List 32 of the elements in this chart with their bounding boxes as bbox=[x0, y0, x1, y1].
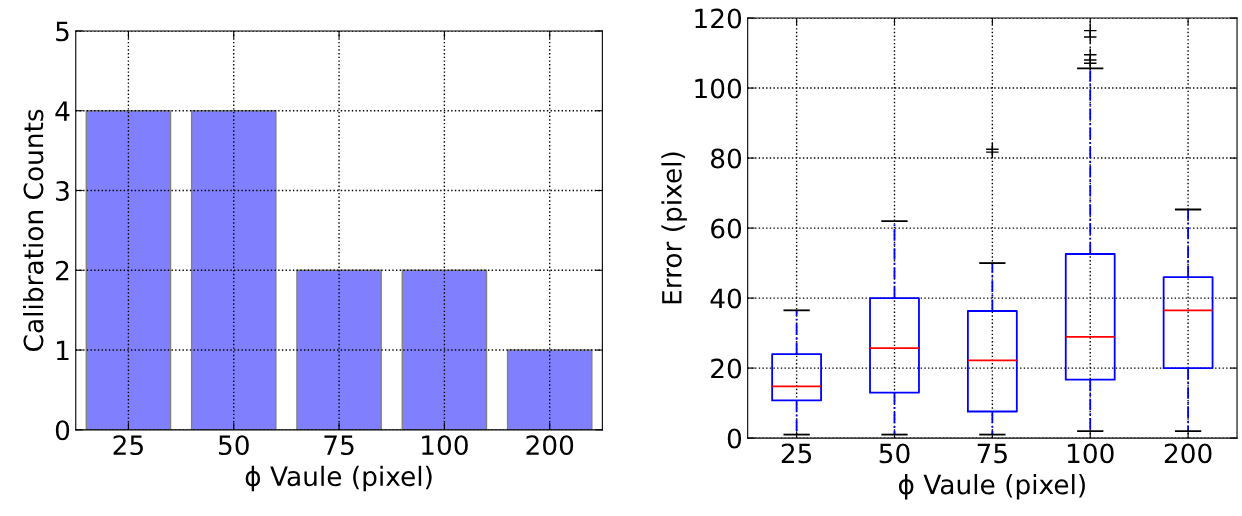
x-tick-label: 50 bbox=[879, 443, 910, 464]
y-tick-label: 120 bbox=[695, 8, 742, 29]
y-tick-label: 80 bbox=[711, 148, 742, 169]
y-tick-label: 60 bbox=[711, 218, 742, 239]
x-tick-label: 50 bbox=[218, 435, 249, 456]
x-axis-title: ϕ Vaule (pixel) bbox=[898, 474, 1085, 500]
y-tick-label: 40 bbox=[710, 288, 742, 309]
x-tick-label: 25 bbox=[781, 443, 812, 464]
x-tick-label: 25 bbox=[113, 435, 143, 456]
bar bbox=[401, 269, 488, 430]
x-tick-label: 75 bbox=[324, 435, 354, 456]
bar bbox=[506, 349, 593, 430]
y-tick-label: 0 bbox=[55, 420, 70, 441]
y-axis-title: Calibration Counts bbox=[23, 109, 44, 351]
x-tick-label: 100 bbox=[422, 435, 468, 456]
y-tick-label: 100 bbox=[695, 78, 742, 99]
y-axis-title: Error (pixel) bbox=[661, 152, 687, 304]
y-tick-label: 4 bbox=[55, 101, 70, 121]
x-tick-label: 75 bbox=[977, 443, 1007, 464]
y-tick-label: 2 bbox=[56, 260, 69, 281]
y-tick-label: 1 bbox=[57, 340, 69, 361]
x-tick-label: 100 bbox=[1067, 443, 1114, 464]
bar bbox=[85, 110, 172, 430]
bar bbox=[296, 269, 382, 430]
x-tick-label: 200 bbox=[526, 435, 574, 456]
x-tick-label: 200 bbox=[1164, 443, 1212, 464]
y-tick-label: 20 bbox=[711, 358, 742, 379]
x-axis-title: ϕ Vaule (pixel) bbox=[245, 465, 432, 492]
bar bbox=[190, 110, 277, 430]
y-tick-label: 0 bbox=[727, 428, 742, 449]
y-tick-label: 3 bbox=[56, 180, 69, 201]
y-tick-label: 5 bbox=[56, 21, 69, 42]
